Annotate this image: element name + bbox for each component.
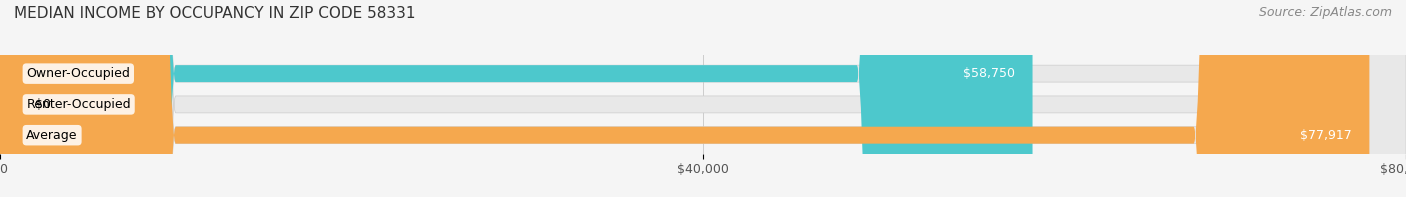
FancyBboxPatch shape (0, 0, 1369, 197)
Text: $58,750: $58,750 (963, 67, 1015, 80)
Text: MEDIAN INCOME BY OCCUPANCY IN ZIP CODE 58331: MEDIAN INCOME BY OCCUPANCY IN ZIP CODE 5… (14, 6, 416, 21)
Text: $0: $0 (35, 98, 51, 111)
FancyBboxPatch shape (0, 0, 1032, 197)
Text: Average: Average (27, 129, 77, 142)
Text: Owner-Occupied: Owner-Occupied (27, 67, 131, 80)
Text: Source: ZipAtlas.com: Source: ZipAtlas.com (1258, 6, 1392, 19)
Text: Renter-Occupied: Renter-Occupied (27, 98, 131, 111)
Text: $77,917: $77,917 (1301, 129, 1351, 142)
